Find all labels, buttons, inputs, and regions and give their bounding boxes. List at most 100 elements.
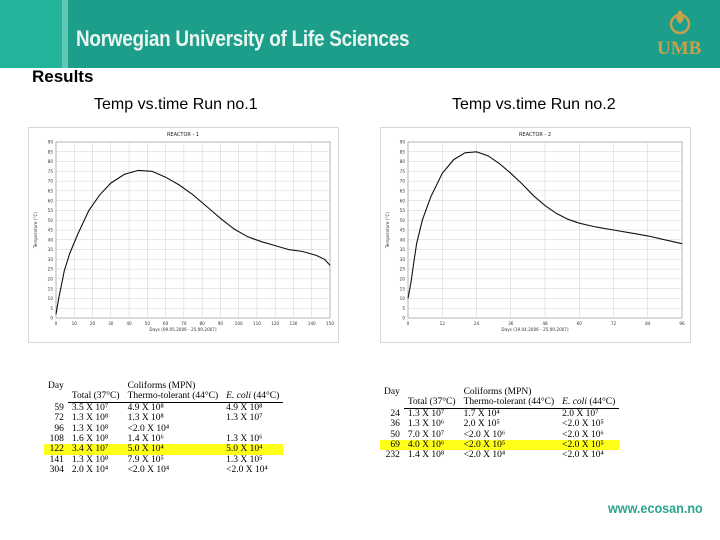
footer-url[interactable]: www.ecosan.no xyxy=(608,500,703,516)
coliforms-table-run-1: Day Coliforms (MPN) Total (37°C) Thermo-tol… xyxy=(44,381,291,476)
y-tick-label: 20 xyxy=(400,276,406,281)
value-cell: 1.3 X 10⁶ xyxy=(226,434,263,445)
data-point xyxy=(179,184,180,186)
y-tick-label: 10 xyxy=(400,296,406,301)
table-row: 24 1.3 X 10⁷ 1.7 X 10⁴ 2.0 X 10⁷ xyxy=(380,408,627,419)
y-tick-label: 90 xyxy=(48,140,54,145)
column-header: Thermo-tolerant (44°C) xyxy=(459,397,559,409)
day-header: Day xyxy=(48,381,64,391)
day-cell: 108 xyxy=(49,434,64,445)
y-tick-label: 75 xyxy=(400,169,406,174)
coliforms-table: Day Coliforms (MPN) Total (37°C) Thermo-tol… xyxy=(380,387,627,461)
data-point xyxy=(329,264,331,266)
data-point xyxy=(192,194,194,196)
value-cell: <2.0 X 10⁴ xyxy=(226,465,268,476)
value-cell: 1.3 X 10⁶ xyxy=(407,419,445,430)
data-point xyxy=(69,253,70,254)
data-point xyxy=(476,151,477,153)
chart-run-2: REACTOR - 2 0 5 10 15 20 25 30 35 40 45 50 55 60 65 70 7… xyxy=(380,127,691,343)
spacer-cell xyxy=(283,381,291,391)
spacer-cell xyxy=(404,387,460,397)
spacer-cell xyxy=(380,397,404,408)
table-row: 141 1.3 X 10⁸ 7.9 X 10⁵ 1.3 X 10⁵ xyxy=(44,455,291,465)
banner-stripe xyxy=(0,0,62,68)
data-point xyxy=(533,195,534,197)
x-tick-label: 140 xyxy=(308,321,316,326)
x-tick-label: 90 xyxy=(218,321,224,326)
day-cell: 69 xyxy=(380,440,404,451)
x-tick-label: 110 xyxy=(253,321,261,326)
x-tick-label: 50 xyxy=(145,321,151,326)
data-point xyxy=(233,228,235,230)
y-tick-label: 65 xyxy=(48,188,54,193)
y-tick-label: 20 xyxy=(48,276,54,281)
table-row: 69 4.0 X 10⁶ <2.0 X 10⁵ <2.0 X 10⁵ xyxy=(380,440,627,451)
y-tick-label: 45 xyxy=(48,228,54,233)
value-cell: 1.3 X 10⁸ xyxy=(71,454,109,465)
x-tick-label: 0 xyxy=(55,321,58,326)
y-tick-label: 50 xyxy=(48,218,54,223)
value-cell: 2.0 X 10⁵ xyxy=(463,419,500,430)
table-row: 36 1.3 X 10⁶ 2.0 X 10⁵ <2.0 X 10⁵ xyxy=(380,419,627,429)
y-tick-label: 65 xyxy=(400,188,406,193)
value-cell: 2.0 X 10⁷ xyxy=(562,408,599,419)
y-axis-label: Temperature (°C) xyxy=(385,212,390,250)
page-title: Results xyxy=(32,67,94,86)
y-axis-label: Temperature (°C) xyxy=(33,212,38,250)
coliforms-table: Day Coliforms (MPN) Total (37°C) Thermo-tol… xyxy=(44,381,291,476)
x-tick-label: 130 xyxy=(289,321,297,326)
data-point xyxy=(316,255,317,256)
banner-stripe-light xyxy=(62,0,68,68)
table-row: 50 7.0 X 10⁷ <2.0 X 10⁶ <2.0 X 10⁶ xyxy=(380,430,627,440)
y-tick-label: 0 xyxy=(402,316,405,321)
day-cell: 96 xyxy=(54,423,64,434)
data-point xyxy=(421,219,423,221)
y-tick-label: 40 xyxy=(48,237,54,242)
ecoli-italic: E. coli xyxy=(226,391,251,402)
data-point xyxy=(58,298,60,299)
day-cell: 24 xyxy=(390,408,400,419)
value-cell: <2.0 X 10⁵ xyxy=(558,440,620,451)
table-row: 72 1.3 X 10⁸ 1.3 X 10⁸ 1.3 X 10⁷ xyxy=(44,413,291,423)
data-point xyxy=(99,194,101,196)
data-point xyxy=(137,170,139,171)
value-cell: 1.3 X 10⁷ xyxy=(407,408,445,419)
data-point xyxy=(681,243,683,244)
data-point xyxy=(464,152,466,154)
chart-title: REACTOR - 1 xyxy=(167,132,199,138)
y-tick-label: 90 xyxy=(400,140,406,145)
value-cell: 3.4 X 10⁷ xyxy=(67,444,124,455)
table-header-row: Day Coliforms (MPN) xyxy=(44,381,291,391)
spacer-cell xyxy=(44,391,68,402)
chart-svg-run-1: REACTOR - 1 0 5 10 15 20 25 30 35 40 45 50 55 60 65 70 7… xyxy=(33,132,334,332)
x-tick-label: 80 xyxy=(199,321,205,326)
x-tick-label: 12 xyxy=(440,321,446,326)
y-tick-label: 5 xyxy=(50,306,53,311)
day-cell: 232 xyxy=(385,450,400,461)
value-cell: 1.3 X 10⁸ xyxy=(71,413,109,424)
table-header-row: Total (37°C) Thermo-tolerant (44°C) E. col… xyxy=(380,397,627,409)
data-point xyxy=(220,217,221,219)
y-tick-label: 35 xyxy=(48,247,54,252)
data-point xyxy=(261,241,262,243)
table-row: 108 1.6 X 10⁸ 1.4 X 10⁶ 1.3 X 10⁶ xyxy=(44,434,291,444)
value-cell: 1.3 X 10⁷ xyxy=(226,413,263,424)
x-tick-label: 60 xyxy=(577,321,583,326)
data-point xyxy=(407,298,409,299)
data-point xyxy=(410,282,412,284)
table-row: 122 3.4 X 10⁷ 5.0 X 10⁴ 5.0 X 10⁴ xyxy=(44,444,291,455)
data-point xyxy=(88,210,90,211)
table-row: 59 3.5 X 10⁷ 4.9 X 10⁸ 4.9 X 10⁸ xyxy=(44,402,291,413)
y-tick-label: 60 xyxy=(400,198,406,203)
temperature-series-line-1 xyxy=(55,169,331,315)
y-tick-label: 85 xyxy=(48,149,54,154)
x-tick-label: 96 xyxy=(679,321,685,326)
data-point xyxy=(247,236,249,238)
day-header: Day xyxy=(384,387,400,397)
day-cell: 304 xyxy=(49,465,64,476)
x-tick-label: 40 xyxy=(126,321,132,326)
value-cell: 5.0 X 10⁴ xyxy=(123,444,223,455)
value-cell: 3.5 X 10⁷ xyxy=(71,402,109,413)
y-tick-label: 70 xyxy=(48,179,54,184)
y-tick-label: 10 xyxy=(48,296,54,301)
